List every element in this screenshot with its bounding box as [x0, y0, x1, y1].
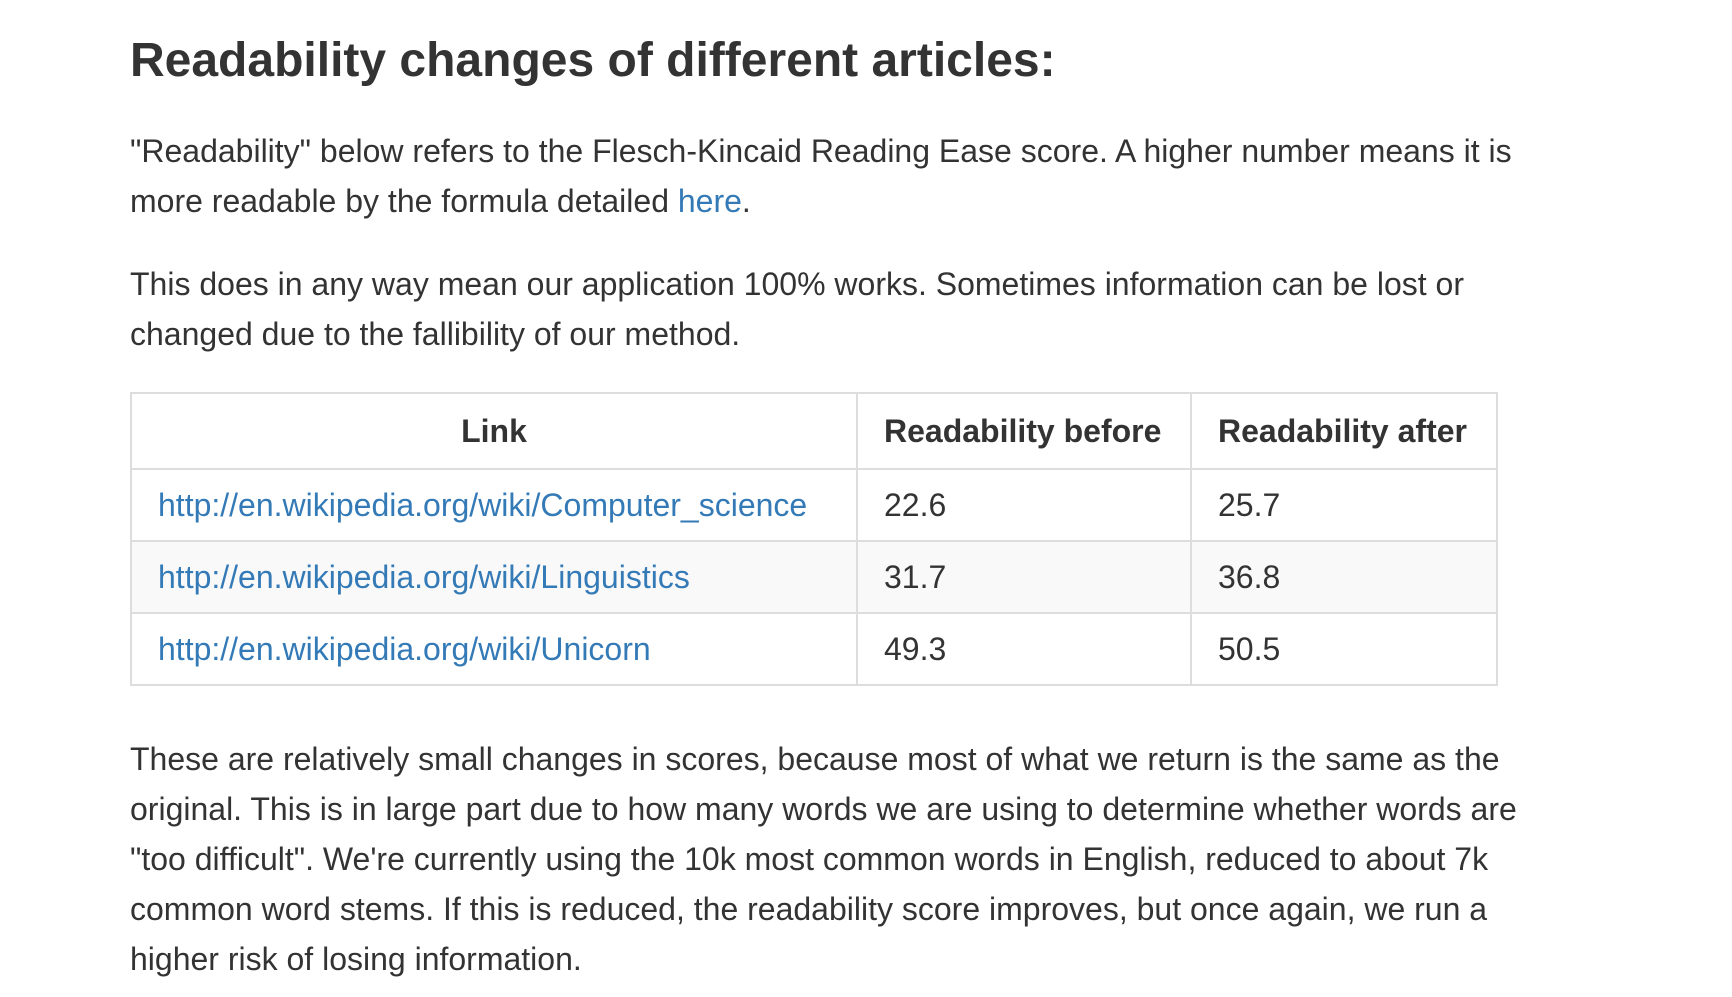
header-readability-after: Readability after: [1190, 392, 1498, 470]
intro-text-end: .: [741, 183, 751, 219]
link-cell: http://en.wikipedia.org/wiki/Linguistics: [130, 540, 858, 614]
link-cell: http://en.wikipedia.org/wiki/Unicorn: [130, 612, 858, 686]
readability-after-cell: 25.7: [1190, 468, 1498, 542]
readability-after-cell: 50.5: [1190, 612, 1498, 686]
conclusion-paragraph: These are relatively small changes in sc…: [130, 741, 1517, 977]
readability-before-cell: 31.7: [856, 540, 1192, 614]
section-heading: Readability changes of different article…: [130, 34, 1056, 87]
intro-paragraph: "Readability" below refers to the Flesch…: [130, 126, 1570, 226]
readability-table: Link Readability before Readability afte…: [130, 392, 1498, 686]
table-header-row: Link Readability before Readability afte…: [130, 392, 1498, 470]
formula-link[interactable]: here: [677, 183, 742, 219]
header-readability-before: Readability before: [856, 392, 1192, 470]
readability-before-cell: 22.6: [856, 468, 1192, 542]
readability-after-cell: 36.8: [1190, 540, 1498, 614]
readability-before-cell: 49.3: [856, 612, 1192, 686]
table-row: http://en.wikipedia.org/wiki/Unicorn 49.…: [130, 612, 1498, 686]
article-link-linguistics[interactable]: http://en.wikipedia.org/wiki/Linguistics: [158, 558, 690, 595]
article-link-unicorn[interactable]: http://en.wikipedia.org/wiki/Unicorn: [158, 630, 651, 667]
article-link-computer-science[interactable]: http://en.wikipedia.org/wiki/Computer_sc…: [158, 486, 808, 523]
disclaimer-paragraph: This does in any way mean our applicatio…: [130, 266, 1464, 352]
link-cell: http://en.wikipedia.org/wiki/Computer_sc…: [130, 468, 858, 542]
intro-text: "Readability" below refers to the Flesch…: [130, 133, 1512, 219]
header-link: Link: [130, 392, 858, 470]
table-row: http://en.wikipedia.org/wiki/Computer_sc…: [130, 468, 1498, 542]
table-row: http://en.wikipedia.org/wiki/Linguistics…: [130, 540, 1498, 614]
